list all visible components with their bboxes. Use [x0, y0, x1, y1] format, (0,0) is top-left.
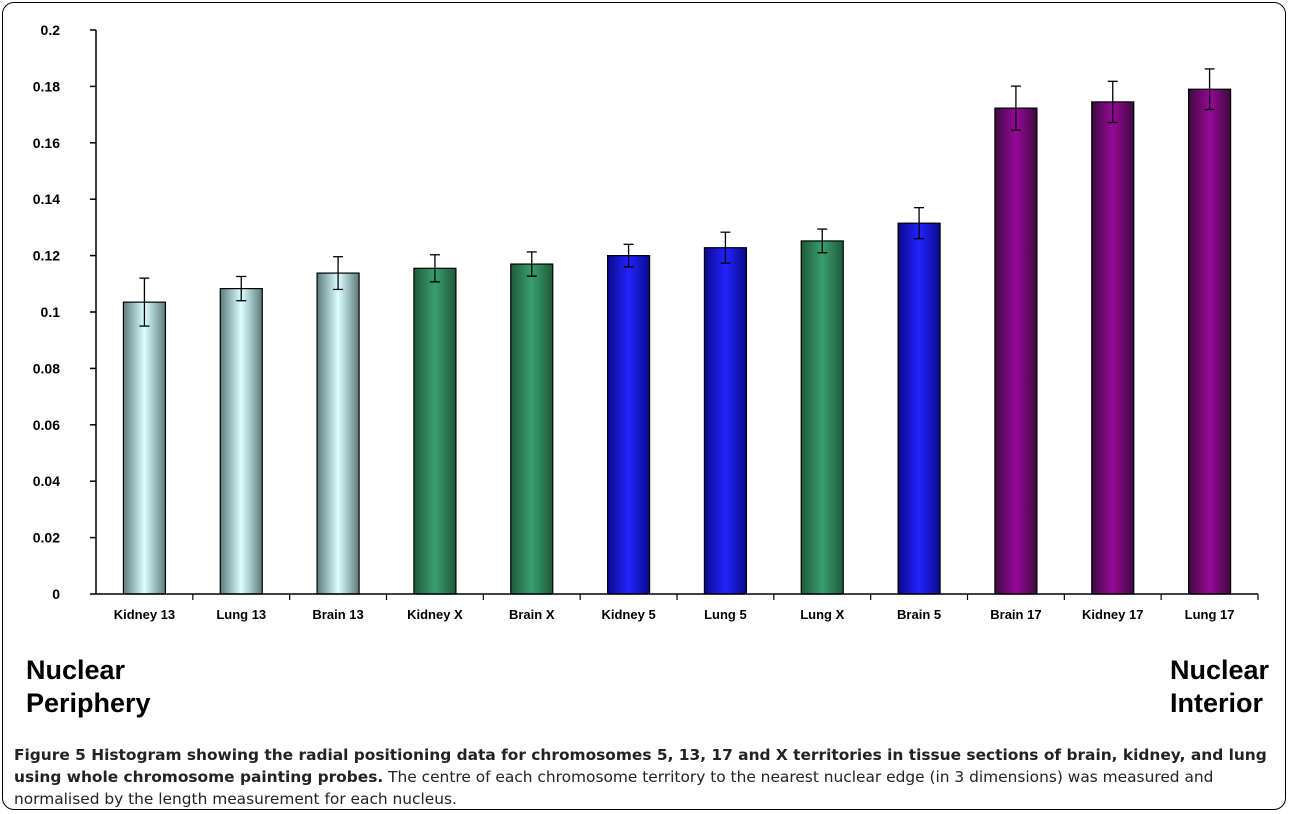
caption-body: The centre of each chromosome territory …: [14, 768, 1214, 808]
caption-title: Figure 5 Histogram showing the radial po…: [14, 746, 1267, 786]
y-tick-label: 0.08: [33, 360, 60, 376]
x-tick-label: Lung X: [800, 607, 844, 622]
y-tick-label: 0: [52, 586, 60, 602]
y-tick-label: 0.16: [33, 135, 60, 151]
bar: [219, 287, 263, 595]
x-tick-label: Kidney X: [407, 607, 463, 622]
bar: [316, 272, 360, 595]
bar: [122, 301, 167, 595]
bar: [1187, 88, 1232, 595]
bar-chart: 00.020.040.060.080.10.120.140.160.180.2 …: [33, 22, 1259, 622]
left-label-line2: Periphery: [26, 688, 151, 718]
left-label-line1: Nuclear: [26, 655, 126, 685]
y-tick-label: 0.1: [41, 304, 61, 320]
error-bar: [526, 251, 537, 277]
bar: [800, 240, 844, 595]
bar: [897, 222, 941, 595]
nuclear-periphery-label: Nuclear Periphery: [26, 654, 151, 720]
x-axis: Kidney 13 Lung 13 Brain 13 Kidney X Brain X K…: [96, 593, 1259, 622]
error-bar: [139, 277, 150, 327]
x-tick-label: Kidney 5: [601, 607, 655, 622]
error-bar: [817, 228, 828, 254]
bars: [122, 68, 1232, 595]
error-bar: [914, 207, 925, 240]
x-tick-label: Kidney 13: [114, 607, 175, 622]
bar: [413, 267, 457, 595]
bar: [994, 107, 1038, 595]
x-tick-label: Brain 5: [897, 607, 941, 622]
right-label-line1: Nuclear: [1170, 655, 1270, 685]
bar: [703, 247, 748, 595]
error-bar: [333, 256, 344, 291]
error-bar: [1010, 85, 1021, 131]
error-bar: [720, 231, 731, 264]
y-tick-label: 0.2: [41, 22, 61, 38]
error-bar: [623, 243, 634, 268]
y-axis: 0 0.02 0.04 0.06 0.08 0.1 0.12 0.14 0.16 0.18 0.2: [33, 22, 97, 602]
x-tick-label: Brain 13: [312, 607, 363, 622]
y-tick-label: 0.12: [33, 248, 60, 264]
y-tick-label: 0.04: [33, 473, 60, 489]
error-bar: [429, 254, 440, 283]
bar: [606, 255, 651, 595]
nuclear-interior-label: Nuclear Interior: [1170, 654, 1269, 720]
x-tick-label: Lung 5: [704, 607, 747, 622]
x-tick-label: Brain 17: [990, 607, 1041, 622]
bar: [510, 263, 554, 595]
figure-caption: Figure 5 Histogram showing the radial po…: [14, 744, 1276, 810]
right-label-line2: Interior: [1170, 688, 1264, 718]
x-tick-label: Lung 13: [216, 607, 266, 622]
x-tick-label: Kidney 17: [1082, 607, 1143, 622]
y-tick-label: 0.14: [33, 191, 60, 207]
y-tick-label: 0.02: [33, 530, 60, 546]
error-bar: [1107, 80, 1118, 124]
x-tick-label: Lung 17: [1185, 607, 1235, 622]
y-tick-label: 0.18: [33, 78, 60, 94]
error-bar: [1204, 68, 1215, 111]
x-tick-label: Brain X: [509, 607, 555, 622]
bar: [1091, 101, 1135, 595]
error-bar: [236, 275, 247, 302]
y-tick-label: 0.06: [33, 417, 60, 433]
